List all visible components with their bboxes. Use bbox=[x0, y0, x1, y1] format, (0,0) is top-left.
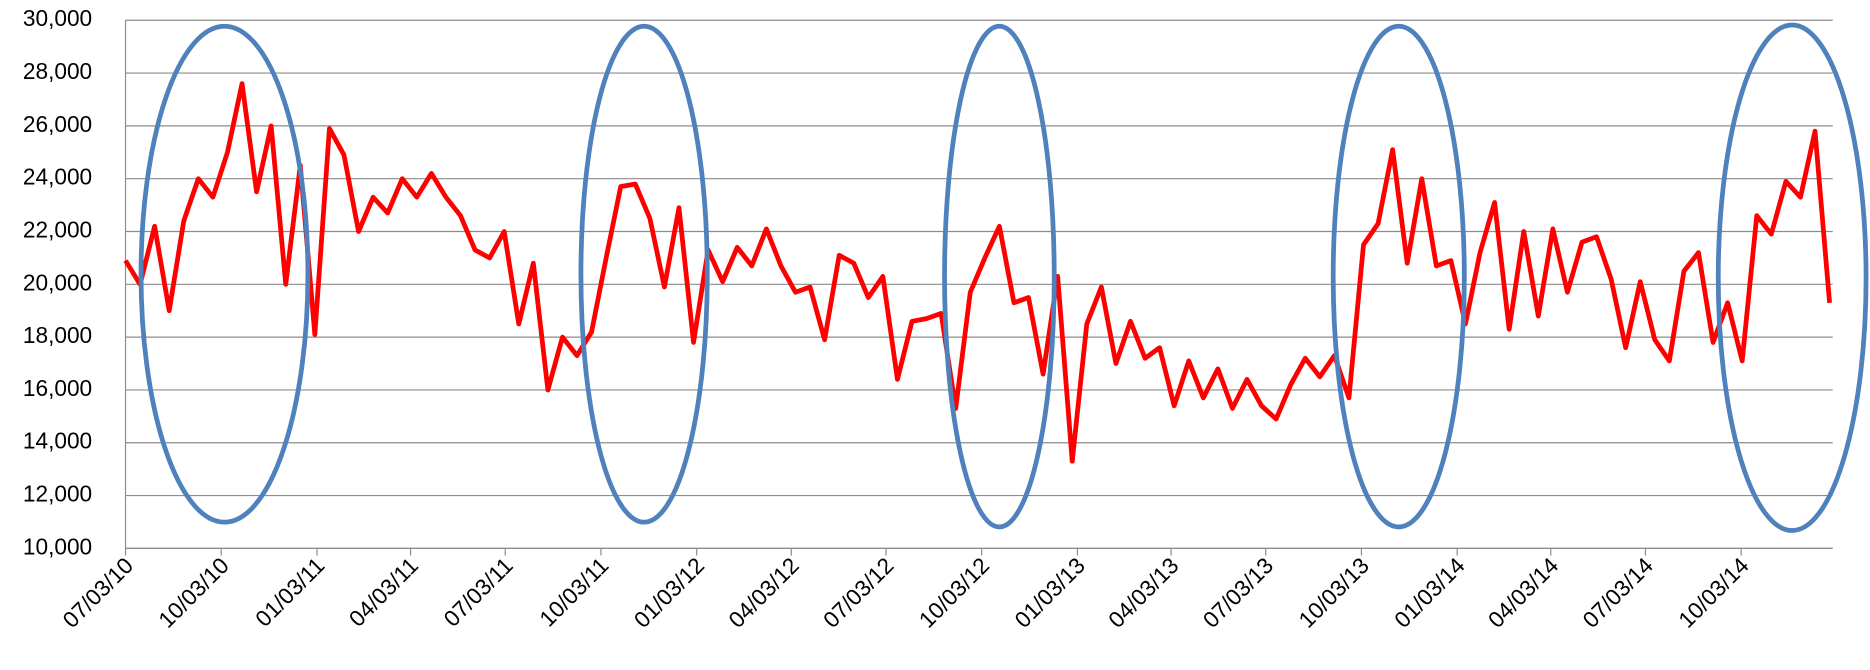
x-tick-label: 10/03/10 bbox=[153, 552, 234, 633]
highlight-ellipse bbox=[138, 23, 311, 525]
y-tick-label: 24,000 bbox=[23, 164, 92, 190]
y-tick-label: 12,000 bbox=[23, 481, 92, 507]
x-tick-label: 04/03/13 bbox=[1103, 552, 1184, 633]
y-tick-label: 18,000 bbox=[23, 322, 92, 348]
x-tick-label: 10/03/14 bbox=[1673, 552, 1754, 633]
x-tick-label: 07/03/10 bbox=[57, 552, 138, 633]
highlight-ellipse bbox=[578, 23, 710, 525]
data-line bbox=[123, 81, 1832, 464]
x-tick-label: 10/03/11 bbox=[534, 552, 614, 632]
x-tick-label: 07/03/13 bbox=[1198, 552, 1279, 633]
x-tick-label: 01/03/11 bbox=[250, 552, 330, 632]
x-tick-label: 10/03/12 bbox=[914, 552, 995, 633]
y-tick-label: 26,000 bbox=[23, 111, 92, 137]
y-tick-label: 16,000 bbox=[23, 375, 92, 401]
y-tick-label: 14,000 bbox=[23, 428, 92, 454]
x-tick-label: 07/03/11 bbox=[438, 552, 518, 632]
plot: 10,000 12,000 14,000 16,000 18,000 20,000 22,0… bbox=[23, 5, 1833, 633]
highlight-ellipse bbox=[1330, 23, 1467, 530]
y-tick-label: 20,000 bbox=[23, 269, 92, 295]
y-tick-label: 30,000 bbox=[23, 5, 92, 31]
x-tick-label: 04/03/12 bbox=[723, 552, 804, 633]
x-tick-label: 10/03/13 bbox=[1293, 552, 1374, 633]
highlight-ellipse bbox=[1715, 22, 1869, 533]
x-tick-label: 04/03/14 bbox=[1483, 552, 1564, 633]
highlight-ellipse bbox=[942, 23, 1057, 530]
x-tick-label: 07/03/14 bbox=[1577, 552, 1658, 633]
x-tick-label: 04/03/11 bbox=[344, 552, 424, 632]
x-tick-label: 01/03/14 bbox=[1389, 552, 1470, 633]
annotations bbox=[138, 22, 1869, 533]
y-tick-label: 22,000 bbox=[23, 217, 92, 243]
x-tick-label: 01/03/13 bbox=[1009, 552, 1090, 633]
x-tick-label: 01/03/12 bbox=[628, 552, 709, 633]
y-tick-label: 28,000 bbox=[23, 58, 92, 84]
y-tick-label: 10,000 bbox=[23, 533, 92, 559]
x-tick-label: 07/03/12 bbox=[818, 552, 899, 633]
